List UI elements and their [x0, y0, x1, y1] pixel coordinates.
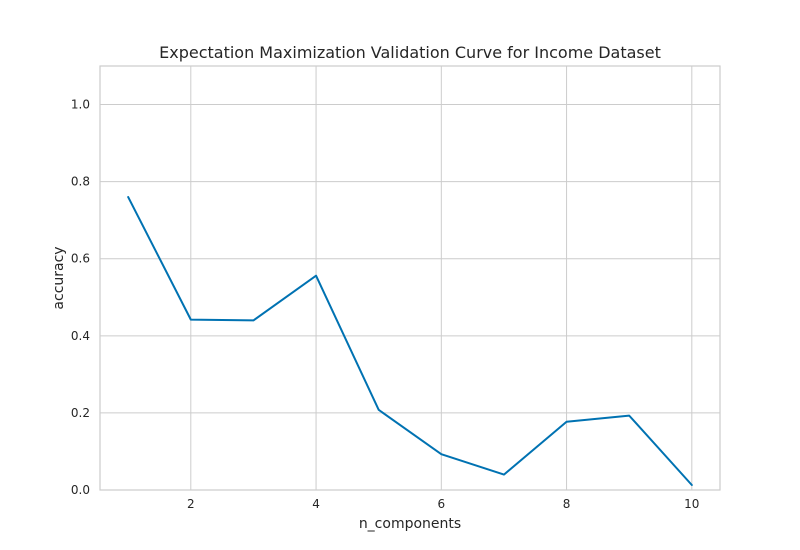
x-tick-label: 4: [312, 497, 320, 511]
x-axis-ticks: 2 4 6 8 10: [187, 497, 699, 511]
y-tick-label: 1.0: [71, 98, 90, 112]
x-axis-label: n_components: [359, 516, 461, 532]
x-tick-label: 6: [437, 497, 445, 511]
y-axis-ticks: 0.0 0.2 0.4 0.6 0.8 1.0: [71, 98, 90, 497]
x-tick-label: 2: [187, 497, 195, 511]
x-tick-label: 10: [684, 497, 699, 511]
y-tick-label: 0.0: [71, 483, 90, 497]
x-tick-label: 8: [563, 497, 571, 511]
accuracy-series-line: [127, 196, 693, 486]
y-tick-label: 0.4: [71, 329, 90, 343]
y-axis-label: accuracy: [51, 246, 67, 309]
series-layer: [127, 196, 693, 486]
y-tick-label: 0.8: [71, 175, 90, 189]
grid: [100, 66, 720, 491]
chart-title: Expectation Maximization Validation Curv…: [159, 43, 661, 62]
y-tick-label: 0.6: [71, 252, 90, 266]
y-tick-label: 0.2: [71, 406, 90, 420]
plot-frame: [99, 65, 721, 491]
